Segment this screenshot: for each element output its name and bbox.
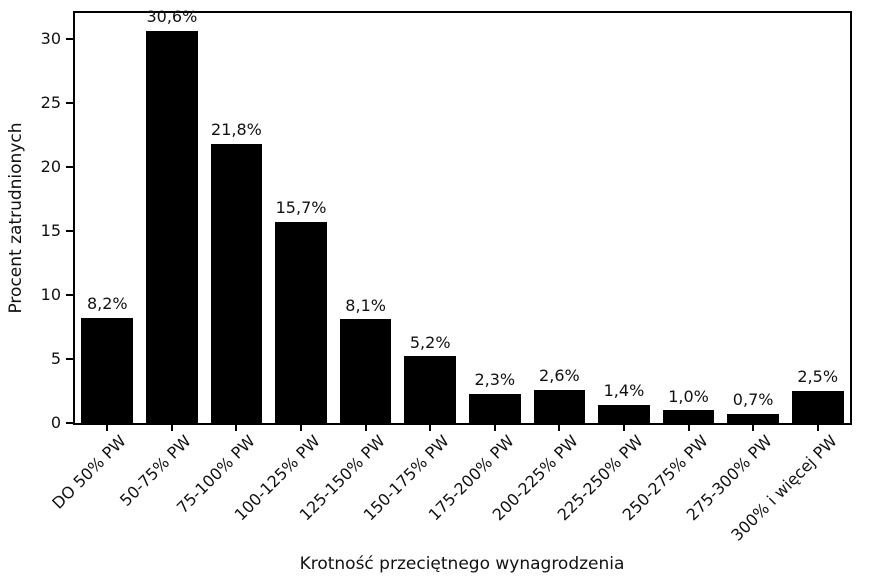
y-axis-tick: [66, 357, 75, 360]
y-axis-tick: [66, 229, 75, 232]
x-axis-tick: [493, 423, 496, 431]
x-axis-title: Krotność przeciętnego wynagrodzenia: [299, 554, 625, 574]
bar-value-label: 0,7%: [732, 390, 774, 410]
bar: [662, 410, 715, 423]
y-tick-label: 30: [40, 28, 61, 48]
x-axis-tick: [687, 423, 690, 431]
y-axis-title-text: Procent zatrudnionych: [6, 122, 26, 314]
bar: [404, 356, 457, 423]
bar-value-label: 1,0%: [668, 386, 709, 406]
bar-value-label: 2,6%: [539, 366, 580, 386]
y-axis-tick: [66, 293, 75, 296]
x-axis-tick: [106, 423, 109, 431]
bar: [598, 405, 650, 423]
y-tick-label: 10: [40, 284, 61, 304]
x-axis-tick: [558, 423, 561, 431]
x-tick-label: DO 50% PW: [48, 431, 131, 513]
y-tick-label: 0: [50, 413, 61, 432]
y-axis-tick: [66, 37, 75, 40]
bar: [791, 390, 844, 423]
bar: [533, 389, 586, 423]
y-tick-label: 15: [40, 220, 61, 240]
x-axis-tick: [170, 423, 173, 431]
bar-value-label: 1,4%: [603, 381, 645, 401]
bar: [81, 317, 134, 423]
y-tick-label: 5: [50, 348, 61, 368]
plot-area: 8,2% DO 50% PW 30,6% 50-75% PW 21,8% 75-100% …: [41, 7, 852, 545]
y-axis-title: Procent zatrudnionych: [3, 0, 29, 436]
bar-value-label: 5,2%: [409, 332, 451, 352]
x-axis-tick: [622, 423, 625, 431]
bar-value-label: 2,3%: [474, 369, 516, 389]
x-axis-tick: [816, 423, 819, 431]
x-axis-tick: [235, 423, 238, 431]
bar-value-label: 2,5%: [797, 367, 839, 387]
bar: [339, 319, 392, 423]
bar: [210, 143, 263, 423]
bar-value-label: 8,2%: [86, 294, 128, 314]
x-axis-tick: [429, 423, 432, 431]
bar-value-label: 8,1%: [345, 295, 386, 315]
bar-value-label: 21,8%: [211, 120, 262, 140]
x-axis-tick: [752, 423, 755, 431]
bar: [727, 414, 779, 423]
bar: [468, 393, 521, 423]
bar: [146, 30, 198, 423]
x-axis-tick: [300, 423, 303, 431]
y-tick-label: 20: [40, 156, 61, 176]
y-axis-tick: [66, 101, 75, 104]
y-axis-tick: [66, 422, 75, 424]
x-axis-tick: [364, 423, 367, 431]
y-axis-tick: [66, 165, 75, 168]
bar-value-label: 15,7%: [275, 198, 327, 218]
y-tick-label: 25: [40, 92, 61, 112]
bar: [275, 221, 327, 423]
bar-value-label: 30,6%: [146, 7, 198, 27]
